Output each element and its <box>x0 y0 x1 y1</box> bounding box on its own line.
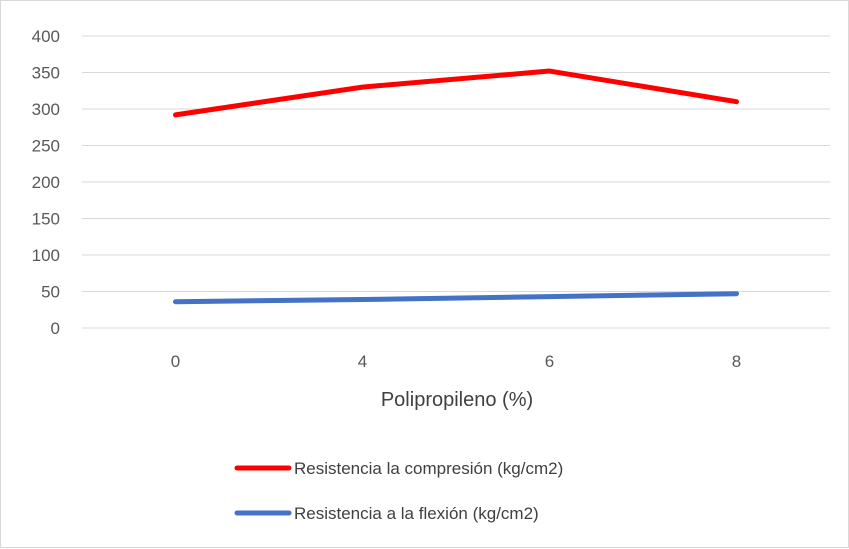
legend-label: Resistencia a la flexión (kg/cm2) <box>294 504 539 523</box>
x-axis-ticks: 0 4 6 8 <box>171 352 741 371</box>
y-tick-label: 300 <box>32 100 60 119</box>
legend: Resistencia la compresión (kg/cm2) Resist… <box>237 459 563 523</box>
y-tick-label: 150 <box>32 210 60 229</box>
y-tick-label: 0 <box>51 319 60 338</box>
series-line-0 <box>176 71 737 115</box>
y-tick-label: 350 <box>32 64 60 83</box>
y-tick-label: 250 <box>32 137 60 156</box>
legend-item-0: Resistencia la compresión (kg/cm2) <box>237 459 563 478</box>
x-tick-label: 4 <box>358 352 367 371</box>
x-tick-label: 8 <box>732 352 741 371</box>
legend-item-1: Resistencia a la flexión (kg/cm2) <box>237 504 539 523</box>
x-tick-label: 6 <box>545 352 554 371</box>
series-line-1 <box>176 294 737 302</box>
y-axis-ticks: 0 50 100 150 200 250 300 350 400 <box>32 27 60 338</box>
y-tick-label: 100 <box>32 246 60 265</box>
y-tick-label: 200 <box>32 173 60 192</box>
x-tick-label: 0 <box>171 352 180 371</box>
y-tick-label: 50 <box>41 283 60 302</box>
y-tick-label: 400 <box>32 27 60 46</box>
x-axis-title: Polipropileno (%) <box>381 389 533 411</box>
legend-label: Resistencia la compresión (kg/cm2) <box>294 459 563 478</box>
series-lines <box>175 71 736 302</box>
